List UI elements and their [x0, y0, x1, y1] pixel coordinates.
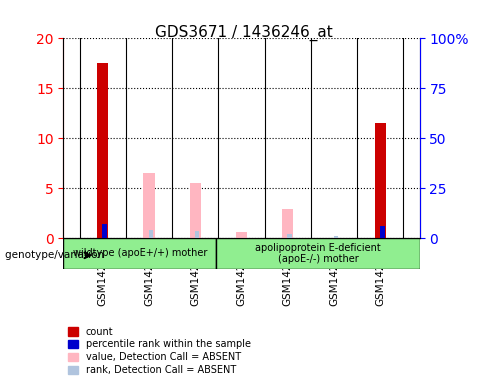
- Bar: [97, 63, 108, 238]
- Text: genotype/variation: genotype/variation: [5, 250, 107, 260]
- Bar: [102, 224, 107, 238]
- Bar: [287, 234, 292, 238]
- Bar: [216, 238, 420, 269]
- Bar: [282, 209, 293, 238]
- Legend: count, percentile rank within the sample, value, Detection Call = ABSENT, rank, : count, percentile rank within the sample…: [68, 326, 251, 375]
- Bar: [375, 123, 386, 238]
- Bar: [148, 230, 153, 238]
- Text: apolipoprotein E-deficient
(apoE-/-) mother: apolipoprotein E-deficient (apoE-/-) mot…: [255, 243, 381, 264]
- Bar: [63, 238, 216, 269]
- Bar: [334, 236, 338, 238]
- Text: wildtype (apoE+/+) mother: wildtype (apoE+/+) mother: [73, 248, 207, 258]
- Bar: [236, 232, 247, 238]
- Bar: [380, 226, 385, 238]
- Text: GDS3671 / 1436246_at: GDS3671 / 1436246_at: [155, 25, 333, 41]
- Bar: [143, 173, 155, 238]
- Bar: [195, 231, 200, 238]
- Bar: [190, 183, 201, 238]
